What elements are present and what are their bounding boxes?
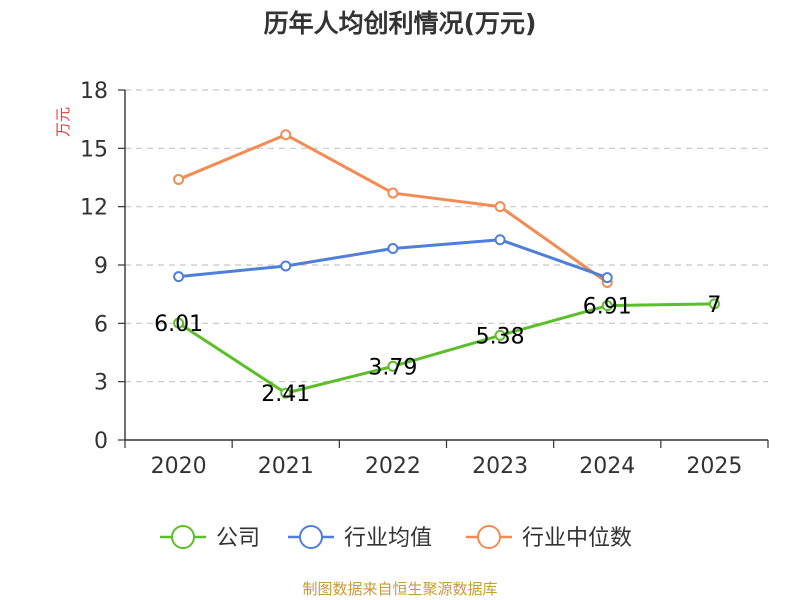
data-label: 2.41 — [261, 382, 310, 407]
x-tick-label: 2021 — [258, 454, 314, 479]
legend: 公司 行业均值 行业中位数 — [160, 525, 632, 551]
data-label: 5.38 — [476, 324, 525, 349]
x-tick-label: 2022 — [365, 454, 421, 479]
x-tick-label: 2023 — [472, 454, 528, 479]
data-point — [601, 300, 613, 312]
x-tick-label: 2025 — [686, 454, 742, 479]
y-tick-label: 6 — [94, 312, 108, 337]
data-labels: 6.01 2.41 3.79 5.38 6.91 7 — [154, 293, 721, 407]
gridlines — [125, 89, 768, 383]
y-tick-label: 15 — [80, 137, 108, 162]
y-tick-label: 12 — [80, 196, 108, 221]
data-point — [387, 360, 399, 372]
data-point — [173, 173, 185, 185]
data-point — [280, 129, 292, 141]
y-tick-label: 0 — [94, 429, 108, 454]
data-point — [387, 242, 399, 254]
series-line-0 — [177, 302, 715, 395]
axes — [118, 89, 769, 448]
data-label: 3.79 — [368, 355, 417, 380]
legend-label: 公司 — [216, 526, 260, 551]
y-tick-label: 9 — [94, 254, 108, 279]
source-note: 制图数据来自恒生聚源数据库 — [302, 580, 497, 598]
data-point — [708, 298, 720, 310]
legend-marker — [171, 525, 195, 549]
data-point — [387, 187, 399, 199]
y-tick-label: 3 — [94, 371, 108, 396]
data-point — [280, 260, 292, 272]
data-label: 6.91 — [583, 295, 632, 320]
legend-label: 行业中位数 — [522, 526, 632, 551]
data-point — [494, 201, 506, 213]
x-tick-label: 2024 — [579, 454, 635, 479]
data-point — [494, 329, 506, 341]
legend-label: 行业均值 — [344, 526, 432, 551]
data-label: 7 — [707, 293, 721, 318]
y-axis-label: 万元 — [54, 107, 72, 137]
data-point — [280, 387, 292, 399]
data-point — [173, 271, 185, 283]
chart-title: 历年人均创利情况(万元) — [264, 9, 537, 38]
series-line-2 — [178, 133, 609, 284]
y-tick-label: 18 — [80, 79, 108, 104]
y-tick-labels: 0 3 6 9 12 15 18 — [80, 79, 108, 454]
x-tick-label: 2020 — [151, 454, 207, 479]
legend-marker — [299, 525, 323, 549]
legend-marker — [477, 525, 501, 549]
data-label: 6.01 — [154, 312, 203, 337]
series-group — [173, 129, 720, 399]
data-point — [173, 317, 185, 329]
data-point — [601, 272, 613, 284]
data-point — [494, 234, 506, 246]
x-tick-labels: 2020 2021 2022 2023 2024 2025 — [151, 454, 743, 479]
